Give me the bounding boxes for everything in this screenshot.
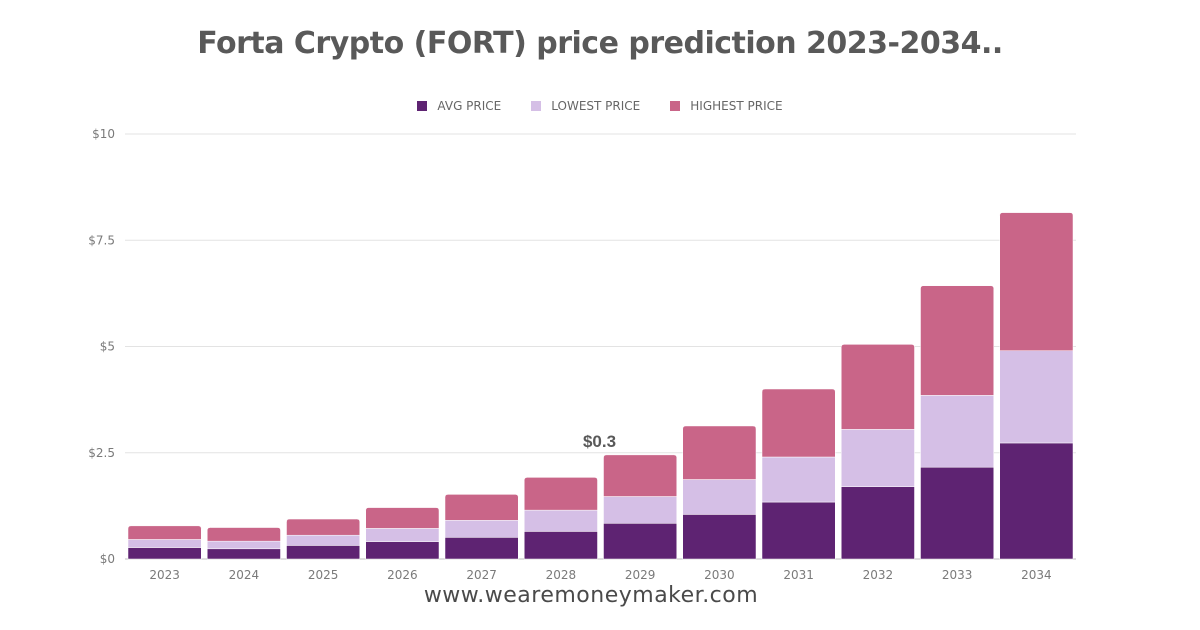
data-annotation-label: $0.3 [583, 432, 616, 451]
bar-segment [286, 518, 360, 536]
legend-label-highest-price: HIGHEST PRICE [690, 99, 783, 113]
x-tick-label: 2028 [546, 568, 577, 582]
bar-segment [682, 514, 757, 560]
bar-segment [286, 545, 360, 560]
x-tick-label: 2030 [704, 568, 735, 582]
x-tick-label: 2031 [783, 568, 814, 582]
footer-url[interactable]: www.wearemoneymaker.com [423, 583, 759, 608]
bar-segment [920, 285, 994, 396]
bar-segment [999, 212, 1074, 351]
bar-segment [603, 454, 677, 497]
legend-label-lowest-price: LOWEST PRICE [551, 99, 641, 113]
bar-segment [999, 442, 1074, 560]
bar-segment [682, 479, 757, 515]
legend-label-avg-price: AVG PRICE [437, 99, 502, 113]
bar-segment [524, 509, 598, 532]
chart-legend: AVG PRICE LOWEST PRICE HIGHEST PRICE [0, 99, 1200, 113]
x-tick-label: 2034 [1021, 568, 1052, 582]
legend-swatch-highest-price [670, 101, 681, 111]
bar-segment [286, 534, 360, 546]
bar-segment [444, 494, 519, 521]
bar-segment [682, 425, 757, 480]
bar-segment [761, 388, 836, 458]
x-tick-label: 2032 [863, 568, 894, 582]
x-tick-label: 2033 [942, 568, 973, 582]
y-tick-label: $0 [100, 552, 115, 566]
x-tick-label: 2023 [149, 568, 180, 582]
bar-segment [841, 429, 915, 487]
x-tick-label: 2026 [387, 568, 418, 582]
bar-segment [841, 344, 915, 430]
bar-segment [999, 350, 1074, 444]
bar-segment [207, 548, 281, 560]
x-tick-label: 2025 [308, 568, 339, 582]
bar-segment [127, 525, 202, 540]
legend-swatch-avg-price [417, 101, 428, 111]
y-tick-label: $5 [100, 340, 115, 354]
y-tick-label: $7.5 [88, 233, 115, 247]
bar-segment [603, 523, 677, 560]
bar-segment [207, 527, 281, 542]
bar-segment [920, 466, 994, 560]
y-tick-label: $10 [92, 127, 115, 141]
bar-segment [365, 541, 440, 560]
legend-item-highest-price[interactable]: HIGHEST PRICE [670, 99, 783, 113]
legend-swatch-lowest-price [531, 101, 542, 111]
bar-segment [365, 507, 440, 529]
chart-title: Forta Crypto (FORT) price prediction 202… [197, 26, 1003, 61]
bar-segment [127, 547, 202, 560]
bar-segment [127, 539, 202, 548]
bar-segment [524, 531, 598, 560]
y-tick-label: $2.5 [88, 446, 115, 460]
bar-segment [444, 520, 519, 538]
bar-segment [444, 537, 519, 560]
x-tick-label: 2029 [625, 568, 656, 582]
legend-item-avg-price[interactable]: AVG PRICE [417, 99, 501, 113]
bar-segment [365, 528, 440, 542]
bar-segment [761, 456, 836, 503]
bar-segment [207, 540, 281, 550]
bar-segment [603, 496, 677, 524]
bar-segment [761, 501, 836, 560]
bar-segment [920, 395, 994, 468]
bar-segment [841, 486, 915, 560]
x-tick-label: 2027 [466, 568, 497, 582]
bar-segment [524, 477, 598, 511]
x-tick-label: 2024 [229, 568, 260, 582]
legend-item-lowest-price[interactable]: LOWEST PRICE [531, 99, 640, 113]
